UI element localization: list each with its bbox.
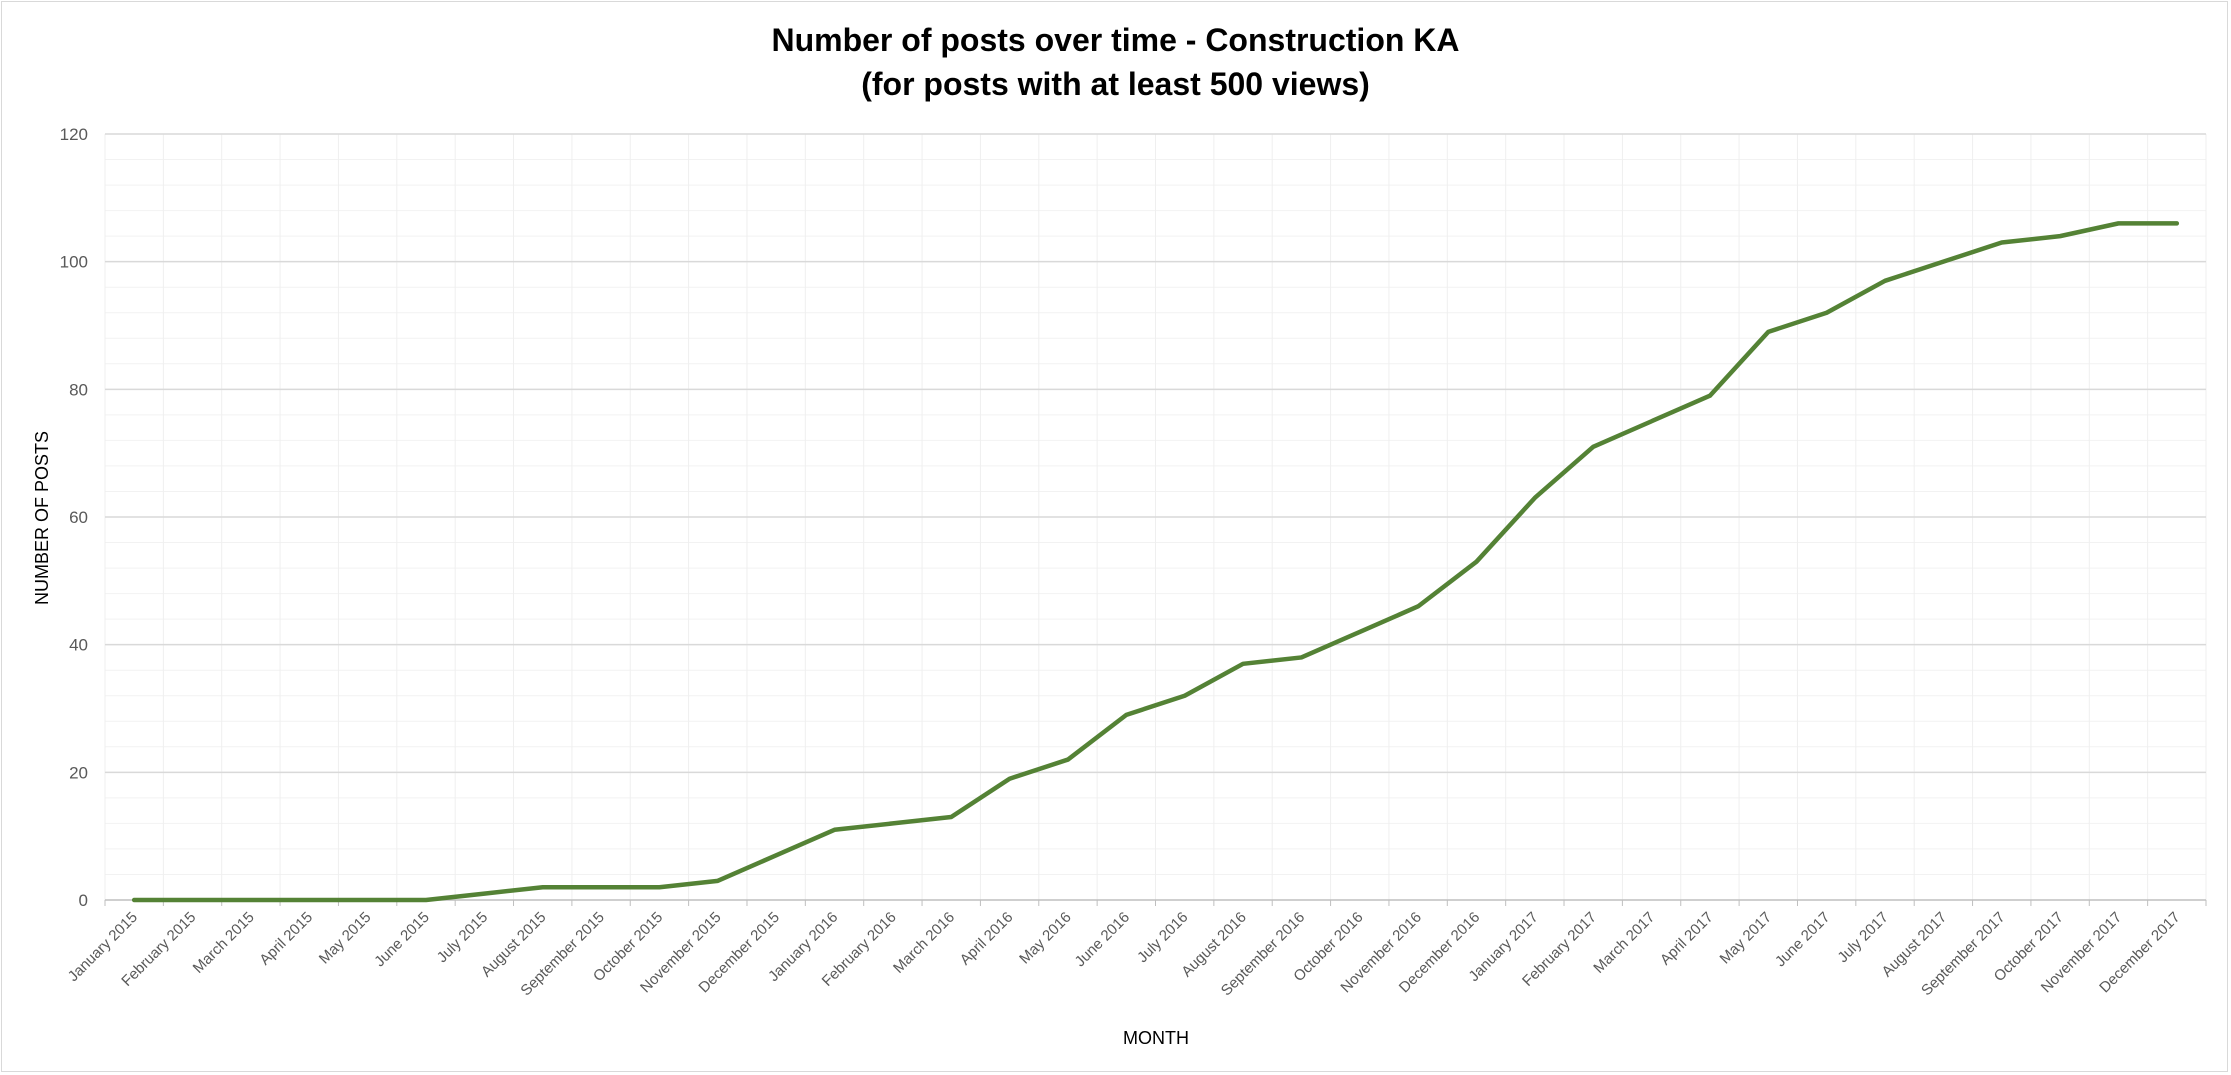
y-tick-label: 80 <box>69 380 88 399</box>
y-axis-tick-labels: 0 20 40 60 80 100 120 <box>60 125 88 910</box>
x-tick-label: March 2017 <box>1590 909 1658 977</box>
y-tick-label: 60 <box>69 508 88 527</box>
x-tick-label: July 2015 <box>434 909 491 966</box>
x-axis-title: MONTH <box>1123 1028 1189 1048</box>
series-layer <box>131 221 2180 903</box>
major-gridlines <box>104 133 2207 906</box>
series-line <box>131 221 2180 903</box>
y-tick-label: 100 <box>60 253 88 272</box>
y-tick-label: 40 <box>69 636 88 655</box>
chart-title: Number of posts over time - Construction… <box>0 18 2231 106</box>
x-tick-label: May 2015 <box>316 909 375 968</box>
x-tick-label: April 2017 <box>1657 909 1717 969</box>
x-tick-label: April 2016 <box>957 909 1017 969</box>
x-tick-label: July 2016 <box>1134 909 1191 966</box>
x-tick-label: March 2016 <box>890 909 958 977</box>
chart-title-line-1: Number of posts over time - Construction… <box>771 22 1460 58</box>
x-tick-label: April 2015 <box>256 909 316 969</box>
x-tick-label: July 2017 <box>1834 909 1891 966</box>
x-tick-label: May 2017 <box>1717 909 1776 968</box>
y-axis-title: NUMBER OF POSTS <box>32 431 52 605</box>
y-tick-label: 20 <box>69 763 88 782</box>
y-tick-label: 120 <box>60 125 88 144</box>
x-tick-label: March 2015 <box>190 909 258 977</box>
x-tick-label: June 2015 <box>371 909 433 971</box>
x-tick-label: May 2016 <box>1016 909 1075 968</box>
x-tick-label: June 2017 <box>1772 909 1834 971</box>
x-tick-label: June 2016 <box>1072 909 1134 971</box>
chart-title-line-2: (for posts with at least 500 views) <box>861 66 1370 102</box>
y-tick-label: 0 <box>79 891 88 910</box>
